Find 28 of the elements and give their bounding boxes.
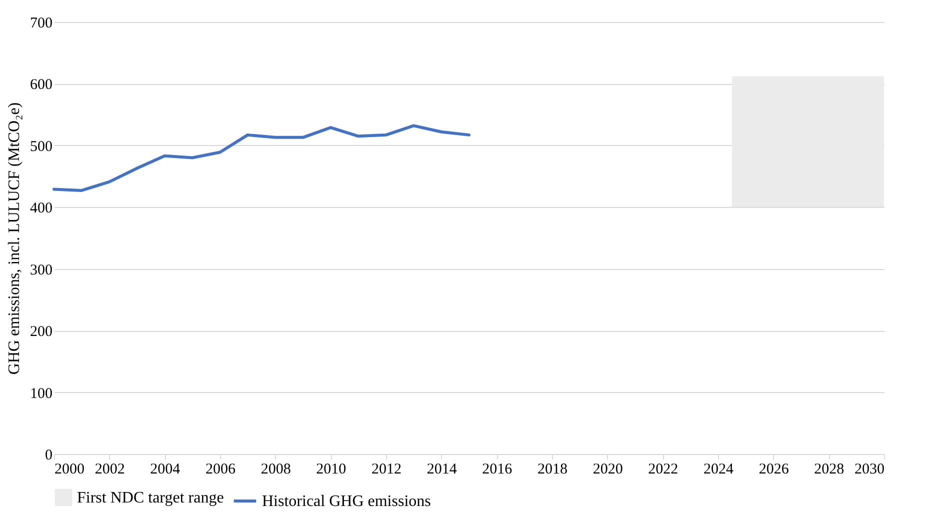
y-axis-title: GHG emissions, incl. LULUCF (MtCO₂e) bbox=[6, 102, 23, 375]
x-tick-label: 2028 bbox=[814, 462, 844, 478]
x-tick-label: 2012 bbox=[372, 462, 402, 478]
x-tick-label: 2008 bbox=[260, 462, 291, 478]
x-tick-label: 2022 bbox=[648, 462, 678, 478]
line-series bbox=[52, 124, 470, 192]
x-tick-label: 2002 bbox=[94, 462, 125, 478]
x-tick-label: 2024 bbox=[704, 462, 734, 478]
y-tick-label: 0 bbox=[45, 448, 52, 464]
y-tick-label: 500 bbox=[30, 138, 52, 155]
legend-label: First NDC target range bbox=[77, 490, 224, 506]
x-tick-label: 2030 bbox=[854, 462, 884, 478]
y-tick-label: 300 bbox=[30, 262, 52, 278]
x-tick-label: 2020 bbox=[592, 462, 623, 478]
y-tick-label: 400 bbox=[30, 200, 52, 217]
x-tick-label: 2026 bbox=[758, 462, 790, 478]
y-tick-label: 100 bbox=[30, 386, 52, 402]
x-tick-label: 2000 bbox=[54, 462, 84, 478]
x-tick-label: 2004 bbox=[150, 462, 181, 478]
y-tick-label: 700 bbox=[30, 16, 52, 32]
x-tick-label: 2010 bbox=[316, 462, 346, 478]
x-tick-label: 2016 bbox=[482, 462, 513, 478]
x-tick-label: 2018 bbox=[538, 462, 568, 478]
x-tick-label: 2014 bbox=[426, 462, 458, 478]
y-tick-label: 200 bbox=[30, 324, 52, 340]
x-tick-label: 2006 bbox=[206, 462, 236, 478]
legend-label: Historical GHG emissions bbox=[262, 493, 431, 510]
y-tick-label: 600 bbox=[30, 77, 52, 94]
